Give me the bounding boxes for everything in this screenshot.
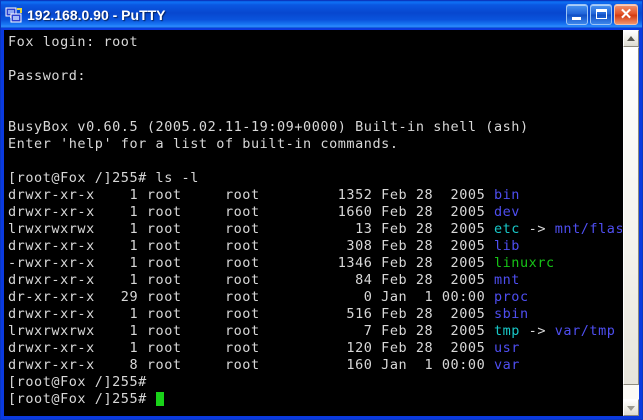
terminal-text: drwxr-xr-x 1 root root 120 Feb 28 2005 xyxy=(8,340,494,356)
minimize-icon xyxy=(572,17,581,20)
terminal-line-ls-sbin: drwxr-xr-x 1 root root 516 Feb 28 2005 s… xyxy=(8,306,622,323)
terminal-text: -> xyxy=(520,221,555,237)
terminal-text: drwxr-xr-x 1 root root 1352 Feb 28 2005 xyxy=(8,187,494,203)
terminal-text: -rwxr-xr-x 1 root root 1346 Feb 28 2005 xyxy=(8,255,494,271)
window-client-area: Fox login: root Password: BusyBox v0.60.5 … xyxy=(1,28,642,419)
terminal-text: lrwxrwxrwx 1 root root 7 Feb 28 2005 xyxy=(8,323,494,339)
terminal-text: [root@Fox /]255# ls -l xyxy=(8,170,199,186)
terminal-line-ls-tmp: lrwxrwxrwx 1 root root 7 Feb 28 2005 tmp… xyxy=(8,323,622,340)
terminal-line-busybox-version: BusyBox v0.60.5 (2005.02.11-19:09+0000) … xyxy=(8,119,622,136)
terminal-text: Fox login: root xyxy=(8,34,139,50)
terminal-line-ls-lib: drwxr-xr-x 1 root root 308 Feb 28 2005 l… xyxy=(8,238,622,255)
terminal-scrollbar[interactable] xyxy=(622,30,639,416)
terminal-text: drwxr-xr-x 1 root root 1660 Feb 28 2005 xyxy=(8,204,494,220)
terminal-cursor xyxy=(155,392,164,406)
terminal-text: sbin xyxy=(493,306,529,322)
terminal-line-prompt-1: [root@Fox /]255# xyxy=(8,374,622,391)
terminal-line-ls-linuxrc: -rwxr-xr-x 1 root root 1346 Feb 28 2005 … xyxy=(8,255,622,272)
title-bar[interactable]: 192.168.0.90 - PuTTY ✕ xyxy=(1,1,642,28)
window-title: 192.168.0.90 - PuTTY xyxy=(27,6,166,23)
terminal-line-login: Fox login: root xyxy=(8,34,622,51)
terminal-line-prompt-2: [root@Fox /]255# xyxy=(8,391,622,408)
terminal-text: linuxrc xyxy=(493,255,555,271)
terminal-line-ls-dev: drwxr-xr-x 1 root root 1660 Feb 28 2005 … xyxy=(8,204,622,221)
terminal-text: Enter 'help' for a list of built-in comm… xyxy=(8,136,399,152)
scrollbar-thumb[interactable] xyxy=(623,47,639,385)
terminal-text: BusyBox v0.60.5 (2005.02.11-19:09+0000) … xyxy=(8,119,529,135)
terminal-text: lib xyxy=(493,238,520,254)
terminal-line-ls-etc: lrwxrwxrwx 1 root root 13 Feb 28 2005 et… xyxy=(8,221,622,238)
terminal-line-blank-3 xyxy=(8,102,622,119)
terminal-line-busybox-help: Enter 'help' for a list of built-in comm… xyxy=(8,136,622,153)
maximize-icon xyxy=(596,9,607,19)
terminal-text: drwxr-xr-x 1 root root 516 Feb 28 2005 xyxy=(8,306,494,322)
terminal-text: dev xyxy=(493,204,520,220)
scroll-up-arrow-icon xyxy=(627,35,635,41)
terminal-text: bin xyxy=(493,187,520,203)
terminal-line-ls-mnt: drwxr-xr-x 1 root root 84 Feb 28 2005 mn… xyxy=(8,272,622,289)
terminal-text: etc xyxy=(493,221,520,237)
scrollbar-track[interactable] xyxy=(623,47,639,399)
terminal-text: drwxr-xr-x 8 root root 160 Jan 1 00:00 xyxy=(8,357,494,373)
terminal-line-blank-2 xyxy=(8,85,622,102)
terminal-text: tmp xyxy=(493,323,520,339)
terminal-line-ls-bin: drwxr-xr-x 1 root root 1352 Feb 28 2005 … xyxy=(8,187,622,204)
terminal-line-ls-usr: drwxr-xr-x 1 root root 120 Feb 28 2005 u… xyxy=(8,340,622,357)
terminal-text: usr xyxy=(493,340,520,356)
window-controls: ✕ xyxy=(566,4,638,25)
maximize-button[interactable] xyxy=(590,4,612,25)
terminal-output[interactable]: Fox login: root Password: BusyBox v0.60.5 … xyxy=(4,30,622,416)
terminal-text: Password: xyxy=(8,68,87,84)
terminal-text: dr-xr-xr-x 29 root root 0 Jan 1 00:00 xyxy=(8,289,494,305)
terminal-text: proc xyxy=(493,289,529,305)
scroll-down-button[interactable] xyxy=(623,399,639,416)
terminal-text: -> xyxy=(520,323,555,339)
minimize-button[interactable] xyxy=(566,4,588,25)
terminal-line-blank-1 xyxy=(8,51,622,68)
putty-icon xyxy=(5,6,23,24)
close-icon: ✕ xyxy=(619,6,633,23)
scroll-down-arrow-icon xyxy=(627,405,635,411)
terminal-text: [root@Fox /]255# xyxy=(8,391,156,407)
terminal-line-blank-4 xyxy=(8,153,622,170)
terminal-text: mnt/flash/etc xyxy=(554,221,622,237)
terminal-text: drwxr-xr-x 1 root root 84 Feb 28 2005 xyxy=(8,272,494,288)
terminal-line-ls-var: drwxr-xr-x 8 root root 160 Jan 1 00:00 v… xyxy=(8,357,622,374)
terminal-text: var xyxy=(493,357,520,373)
terminal-line-password: Password: xyxy=(8,68,622,85)
close-button[interactable]: ✕ xyxy=(614,4,638,25)
terminal-line-command-ls: [root@Fox /]255# ls -l xyxy=(8,170,622,187)
terminal-text: var/tmp xyxy=(554,323,616,339)
terminal-text: lrwxrwxrwx 1 root root 13 Feb 28 2005 xyxy=(8,221,494,237)
terminal-text: drwxr-xr-x 1 root root 308 Feb 28 2005 xyxy=(8,238,494,254)
terminal-text: [root@Fox /]255# xyxy=(8,374,156,390)
terminal-text: mnt xyxy=(493,272,520,288)
scroll-up-button[interactable] xyxy=(623,30,639,47)
terminal-line-ls-proc: dr-xr-xr-x 29 root root 0 Jan 1 00:00 pr… xyxy=(8,289,622,306)
